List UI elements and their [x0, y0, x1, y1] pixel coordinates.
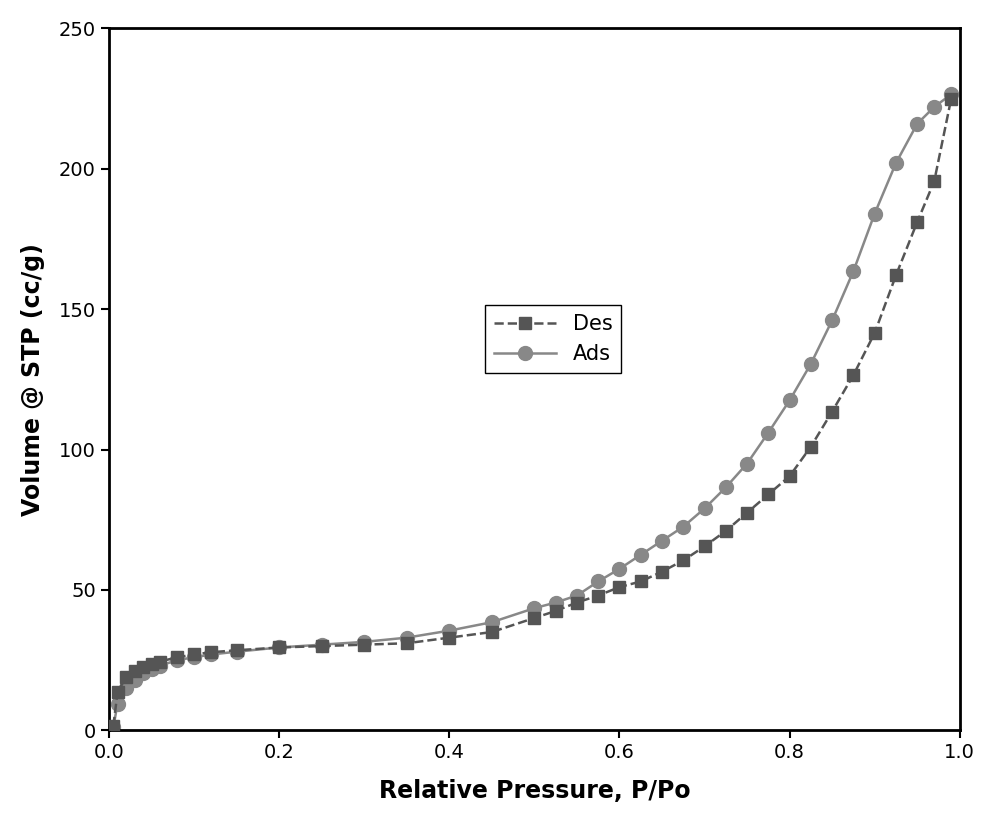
Y-axis label: Volume @ STP (cc/g): Volume @ STP (cc/g) [21, 243, 45, 516]
Des [112, 687, 124, 697]
Des [529, 613, 541, 623]
Des [108, 721, 120, 731]
Des [231, 645, 243, 655]
Ads [698, 503, 710, 513]
Des [486, 627, 498, 637]
Ads [677, 522, 689, 531]
Des [593, 591, 605, 601]
Des [145, 659, 157, 669]
Des [614, 583, 625, 592]
Ads [316, 639, 328, 649]
Ads [614, 564, 625, 574]
Ads [108, 723, 120, 733]
Des [121, 672, 132, 682]
Des [928, 176, 940, 186]
Des [720, 526, 732, 536]
Ads [634, 550, 646, 559]
Des [273, 643, 285, 653]
Ads [529, 603, 541, 613]
Ads [128, 675, 140, 685]
Ads [945, 89, 957, 99]
Des [826, 407, 838, 417]
Ads [443, 625, 455, 635]
Des [945, 94, 957, 104]
Ads [231, 647, 243, 657]
Line: Des: Des [108, 93, 957, 732]
Des [443, 633, 455, 643]
Ads [359, 637, 371, 647]
Ads [205, 649, 217, 659]
Ads [550, 597, 562, 607]
Ads [121, 683, 132, 693]
Ads [145, 663, 157, 673]
Des [359, 639, 371, 649]
Ads [928, 102, 940, 112]
Ads [890, 158, 902, 168]
Ads [171, 655, 183, 665]
Ads [593, 577, 605, 587]
Ads [188, 653, 200, 662]
X-axis label: Relative Pressure, P/Po: Relative Pressure, P/Po [378, 780, 690, 803]
Line: Ads: Ads [107, 87, 958, 734]
Des [571, 597, 583, 607]
Des [205, 648, 217, 658]
Ads [741, 459, 753, 469]
Des [762, 489, 774, 499]
Ads [273, 643, 285, 653]
Des [848, 370, 860, 380]
Ads [571, 591, 583, 601]
Ads [805, 359, 817, 369]
Ads [486, 617, 498, 627]
Des [137, 662, 149, 672]
Ads [848, 266, 860, 276]
Ads [784, 396, 796, 405]
Des [784, 471, 796, 481]
Des [188, 649, 200, 659]
Ads [826, 316, 838, 325]
Ads [400, 633, 412, 643]
Des [400, 639, 412, 648]
Ads [112, 699, 124, 709]
Des [656, 567, 668, 577]
Ads [762, 428, 774, 438]
Ads [720, 483, 732, 493]
Des [634, 577, 646, 587]
Ads [869, 208, 880, 218]
Ads [137, 667, 149, 677]
Des [154, 657, 166, 667]
Des [698, 541, 710, 551]
Legend: Des, Ads: Des, Ads [485, 306, 621, 372]
Des [128, 667, 140, 677]
Des [171, 653, 183, 662]
Des [677, 555, 689, 565]
Ads [656, 536, 668, 545]
Des [550, 606, 562, 616]
Des [911, 218, 923, 227]
Des [869, 328, 880, 338]
Des [890, 270, 902, 280]
Ads [154, 661, 166, 671]
Des [316, 641, 328, 651]
Des [741, 508, 753, 517]
Ads [911, 119, 923, 129]
Des [805, 442, 817, 452]
